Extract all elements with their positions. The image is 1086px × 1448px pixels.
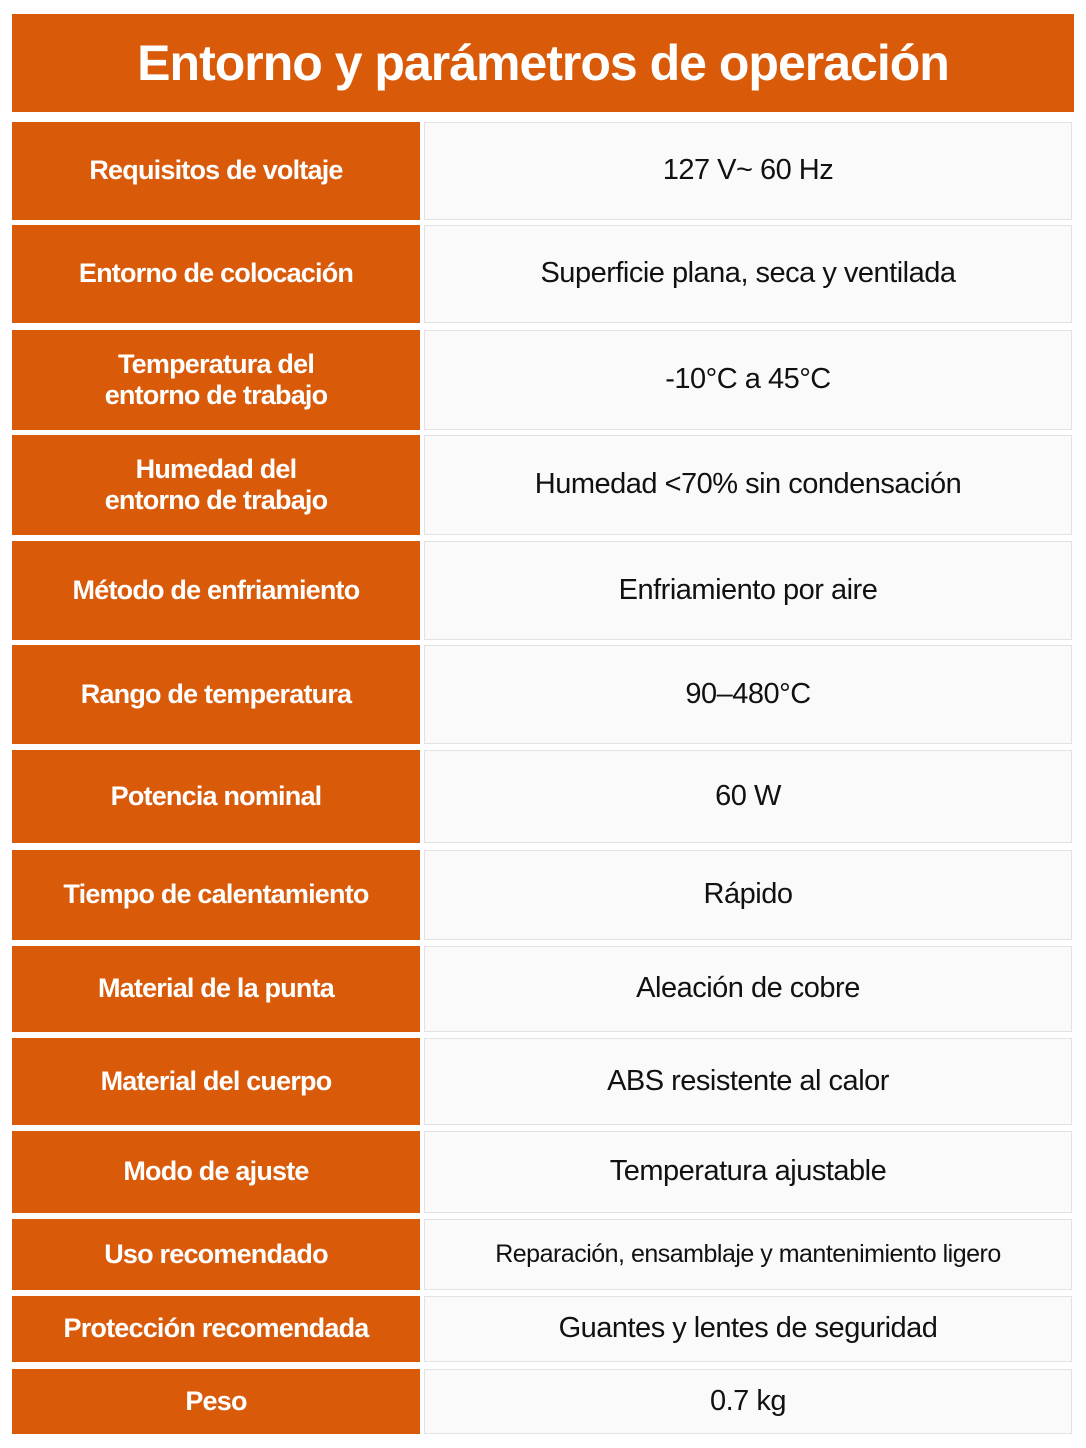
row-label: Requisitos de voltaje xyxy=(12,122,420,220)
row-value: Aleación de cobre xyxy=(424,946,1072,1032)
row-label: Potencia nominal xyxy=(12,750,420,843)
row-value: Reparación, ensamblaje y mantenimiento l… xyxy=(424,1219,1072,1290)
row-value: Rápido xyxy=(424,850,1072,940)
row-label: Material del cuerpo xyxy=(12,1038,420,1125)
row-value: Humedad <70% sin condensación xyxy=(424,435,1072,535)
row-value: Superficie plana, seca y ventilada xyxy=(424,225,1072,323)
row-label: Modo de ajuste xyxy=(12,1131,420,1213)
row-value: 0.7 kg xyxy=(424,1369,1072,1434)
row-value: 90–480°C xyxy=(424,645,1072,744)
row-value: 127 V~ 60 Hz xyxy=(424,122,1072,220)
row-value: Enfriamiento por aire xyxy=(424,541,1072,640)
row-label: Material de la punta xyxy=(12,946,420,1032)
row-label: Temperatura del entorno de trabajo xyxy=(12,330,420,430)
row-label: Uso recomendado xyxy=(12,1219,420,1290)
row-value: Temperatura ajustable xyxy=(424,1131,1072,1213)
row-label: Rango de temperatura xyxy=(12,645,420,744)
row-value: Guantes y lentes de seguridad xyxy=(424,1296,1072,1362)
row-label: Método de enfriamiento xyxy=(12,541,420,640)
title: Entorno y parámetros de operación xyxy=(12,14,1074,112)
row-value: -10°C a 45°C xyxy=(424,330,1072,430)
row-value: ABS resistente al calor xyxy=(424,1038,1072,1125)
row-label: Entorno de colocación xyxy=(12,225,420,323)
row-value: 60 W xyxy=(424,750,1072,843)
row-label: Protección recomendada xyxy=(12,1296,420,1362)
row-label: Tiempo de calentamiento xyxy=(12,850,420,940)
row-label: Humedad del entorno de trabajo xyxy=(12,435,420,535)
row-label: Peso xyxy=(12,1369,420,1434)
